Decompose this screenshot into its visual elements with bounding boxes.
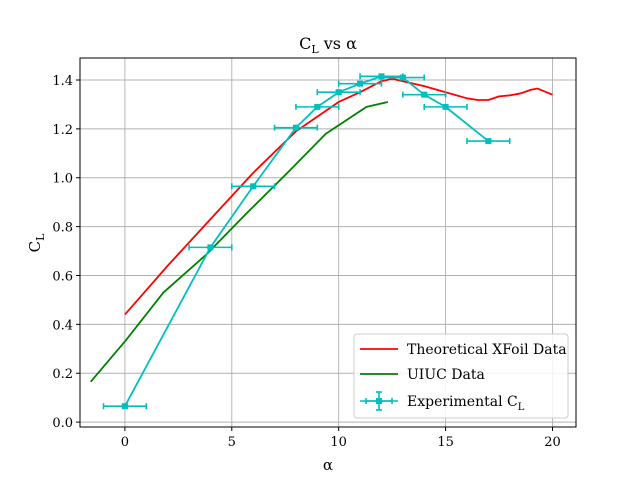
data-point (188, 244, 233, 251)
point-marker (314, 103, 321, 110)
title-rest: vs α (319, 34, 357, 53)
data-point (466, 138, 511, 145)
legend-marker-experimental (360, 391, 398, 411)
data-point (402, 91, 447, 98)
data-point (316, 89, 361, 96)
y-tick-label: 1.4 (52, 74, 73, 89)
legend: Theoretical XFoil Data UIUC Data Experim… (353, 333, 569, 419)
legend-label-uiuc: UIUC Data (407, 367, 485, 383)
y-tick-label: 1.2 (52, 123, 73, 138)
legend-label-xfoil: Theoretical XFoil Data (407, 342, 567, 358)
point-marker (335, 89, 342, 96)
y-tick-label: 0.0 (52, 416, 73, 431)
point-marker (207, 244, 214, 251)
series-line-1 (90, 101, 389, 383)
data-point (380, 74, 426, 81)
grid (80, 58, 576, 427)
point-marker (357, 80, 364, 87)
point-marker (399, 74, 406, 81)
y-tick-label: 0.6 (52, 269, 73, 284)
x-tick-label: 15 (437, 435, 454, 450)
plot-area (90, 73, 553, 410)
x-tick-label: 5 (228, 435, 236, 450)
chart-title: CL vs α (299, 34, 357, 56)
y-axis-label: CL (26, 233, 47, 252)
point-marker (250, 183, 257, 190)
legend-box (353, 333, 569, 419)
data-point (423, 103, 468, 110)
data-point (230, 183, 276, 190)
x-tick-label: 10 (330, 435, 347, 450)
data-point (273, 124, 319, 131)
title-sub: L (311, 43, 319, 56)
data-point (295, 103, 340, 110)
point-marker (442, 103, 449, 110)
y-label-sub: L (34, 233, 47, 241)
point-marker (292, 124, 299, 131)
x-tick-label: 20 (544, 435, 561, 450)
y-tick-label: 0.8 (52, 221, 73, 236)
data-point (337, 80, 383, 87)
series-line-2 (124, 75, 489, 407)
y-tick-label: 0.4 (52, 318, 73, 333)
x-axis-label: α (323, 456, 333, 474)
point-marker (421, 91, 428, 98)
y-label-main: C (26, 241, 44, 252)
series-line-0 (124, 77, 553, 316)
y-tick-label: 1.0 (52, 172, 73, 187)
data-point (102, 403, 148, 410)
axes-frame (79, 57, 577, 428)
ticks: 0 5 10 15 20 0.0 0.2 0.4 0.6 0.8 1.0 1.2 1.4 (52, 74, 560, 450)
title-main: C (299, 34, 311, 53)
y-tick-label: 0.2 (52, 367, 73, 382)
point-marker (121, 403, 128, 410)
point-marker (485, 138, 492, 145)
x-tick-label: 0 (121, 435, 129, 450)
legend-label-experimental: Experimental CL (407, 394, 525, 413)
